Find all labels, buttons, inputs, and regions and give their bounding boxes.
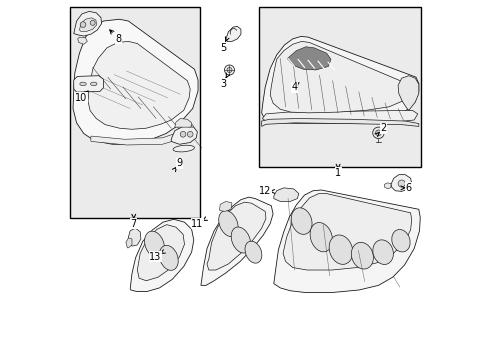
Polygon shape — [287, 47, 330, 70]
Text: 6: 6 — [405, 183, 411, 193]
Text: 11: 11 — [191, 219, 203, 229]
Text: 9: 9 — [176, 158, 182, 168]
Text: 7: 7 — [130, 219, 137, 229]
Text: 12: 12 — [259, 186, 271, 197]
Polygon shape — [283, 194, 411, 270]
Polygon shape — [390, 175, 411, 192]
Polygon shape — [175, 118, 191, 127]
Polygon shape — [273, 188, 298, 202]
Polygon shape — [270, 41, 407, 113]
Polygon shape — [74, 76, 103, 92]
Circle shape — [375, 130, 381, 136]
Circle shape — [187, 131, 193, 137]
Text: 1: 1 — [334, 168, 341, 178]
Polygon shape — [125, 238, 132, 248]
Ellipse shape — [328, 235, 352, 264]
Ellipse shape — [391, 230, 409, 252]
Ellipse shape — [218, 211, 238, 237]
Polygon shape — [273, 190, 419, 293]
Polygon shape — [219, 202, 231, 211]
Bar — [258, 7, 421, 167]
Polygon shape — [91, 125, 194, 145]
Text: 10: 10 — [75, 93, 87, 103]
Polygon shape — [74, 12, 102, 36]
Ellipse shape — [244, 241, 262, 263]
Text: 8: 8 — [116, 34, 122, 44]
Text: 4: 4 — [291, 82, 297, 92]
Circle shape — [226, 67, 231, 72]
Bar — [70, 7, 200, 217]
Text: 2: 2 — [380, 123, 386, 133]
Ellipse shape — [173, 145, 194, 152]
Polygon shape — [80, 18, 97, 31]
Circle shape — [180, 131, 185, 137]
Ellipse shape — [231, 227, 250, 253]
Circle shape — [80, 22, 86, 27]
Text: 5: 5 — [220, 43, 226, 53]
Ellipse shape — [80, 82, 86, 86]
Circle shape — [397, 180, 405, 187]
Polygon shape — [171, 126, 197, 144]
Polygon shape — [130, 219, 193, 292]
Ellipse shape — [351, 242, 373, 269]
Circle shape — [90, 20, 95, 25]
Circle shape — [372, 127, 384, 139]
Text: 13: 13 — [149, 252, 161, 262]
Text: 3: 3 — [220, 78, 225, 89]
Polygon shape — [201, 197, 272, 285]
Ellipse shape — [159, 246, 178, 270]
Ellipse shape — [291, 208, 311, 234]
Polygon shape — [128, 228, 141, 246]
Polygon shape — [78, 37, 87, 44]
Polygon shape — [384, 183, 390, 189]
Polygon shape — [206, 202, 265, 270]
Polygon shape — [261, 118, 418, 126]
Ellipse shape — [372, 240, 392, 265]
Polygon shape — [262, 111, 417, 123]
Polygon shape — [73, 19, 198, 144]
Polygon shape — [88, 41, 190, 129]
Polygon shape — [397, 76, 418, 111]
Circle shape — [224, 65, 234, 75]
Ellipse shape — [309, 222, 332, 252]
Ellipse shape — [90, 82, 97, 86]
Polygon shape — [261, 36, 418, 123]
Polygon shape — [225, 26, 241, 41]
Polygon shape — [137, 225, 184, 281]
Ellipse shape — [144, 231, 164, 257]
